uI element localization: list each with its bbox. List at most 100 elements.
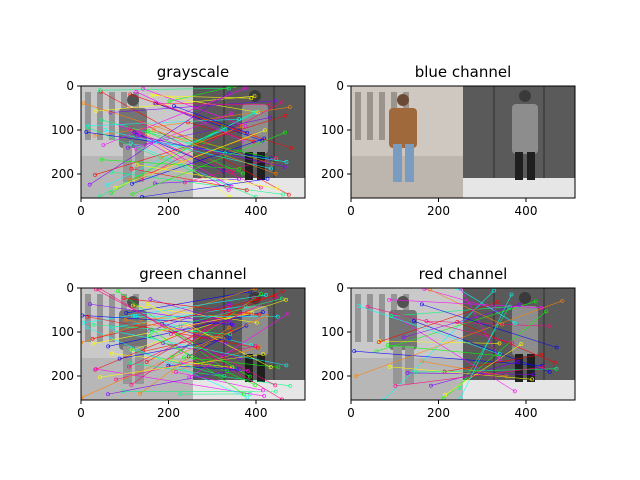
keypoint <box>263 128 267 133</box>
keypoint <box>497 357 502 362</box>
match-line <box>188 129 226 144</box>
keypoint <box>84 125 89 130</box>
keypoint <box>284 297 288 302</box>
keypoint <box>282 164 287 169</box>
keypoint <box>138 131 143 136</box>
match-line <box>355 300 563 377</box>
keypoint <box>94 288 98 292</box>
image-area <box>81 86 305 198</box>
match-line <box>151 329 245 395</box>
keypoint <box>152 127 156 132</box>
x-tick-label: 200 <box>157 204 180 218</box>
keypoint <box>112 329 117 334</box>
floor <box>463 178 575 198</box>
keypoint <box>376 340 381 344</box>
person-leg <box>123 346 132 384</box>
match-line <box>415 368 557 373</box>
match-line <box>142 178 268 198</box>
keypoint <box>244 188 249 193</box>
keypoint <box>273 383 278 388</box>
person-leg <box>405 346 414 384</box>
match-line <box>376 301 536 352</box>
match-line <box>168 365 238 370</box>
match-line <box>150 95 252 99</box>
keypoint <box>145 302 150 306</box>
match-line <box>101 159 240 170</box>
keypoint <box>492 306 497 311</box>
keypoint <box>114 377 118 382</box>
match-line <box>429 289 503 325</box>
x-axis: 0 200 400 <box>77 198 267 218</box>
match-line <box>460 288 500 360</box>
keypoint <box>81 101 86 106</box>
keypoint <box>255 345 260 350</box>
building-window <box>85 92 91 140</box>
keypoint <box>268 102 273 107</box>
keypoint <box>276 186 281 191</box>
person-head <box>397 296 409 308</box>
match-line <box>132 138 265 184</box>
keypoint <box>365 304 370 309</box>
keypoint <box>258 185 263 190</box>
keypoint <box>108 191 113 196</box>
keypoint <box>353 374 358 379</box>
keypoint <box>226 86 231 91</box>
keypoint <box>252 110 257 114</box>
person-coat <box>512 104 538 154</box>
match-line <box>126 291 251 314</box>
panel-title: green channel <box>139 265 246 283</box>
panel-grayscale: grayscale 0 200 400 0 100 200 <box>51 63 306 218</box>
keypoint <box>504 374 509 379</box>
keypoint <box>533 299 538 304</box>
floor <box>463 380 575 400</box>
keypoint <box>91 341 95 346</box>
keypoint <box>457 386 462 390</box>
match-line <box>173 105 248 133</box>
keypoint <box>245 395 250 400</box>
match-line <box>136 164 279 189</box>
keypoint <box>281 192 285 197</box>
building-window <box>109 294 115 342</box>
person-leg <box>245 354 253 382</box>
keypoint <box>227 301 231 306</box>
keypoint <box>286 192 291 197</box>
keypoint <box>90 336 95 341</box>
person-head <box>127 94 139 106</box>
match-line <box>175 371 263 391</box>
building-window <box>97 294 103 342</box>
match-line <box>426 320 549 327</box>
x-axis: 0 200 400 <box>347 400 537 420</box>
match-line <box>114 330 287 366</box>
keypoint <box>91 322 96 327</box>
keypoint <box>280 100 284 105</box>
match-line <box>354 350 543 366</box>
match-line <box>92 295 277 340</box>
keypoint <box>531 372 536 377</box>
keypoint <box>443 392 448 397</box>
keypoint <box>148 93 153 98</box>
match-line <box>394 315 515 392</box>
keypoint <box>106 344 111 349</box>
x-tick-label: 400 <box>515 204 538 218</box>
keypoint <box>552 360 557 365</box>
keypoint <box>128 140 133 145</box>
match-line <box>92 312 253 344</box>
building-window <box>379 294 385 342</box>
y-tick-label: 200 <box>321 369 344 383</box>
match-line <box>99 288 283 400</box>
match-line <box>128 297 277 367</box>
keypoint <box>519 342 524 347</box>
keypoint <box>492 288 496 293</box>
keypoint <box>428 383 433 388</box>
keypoint <box>554 366 559 371</box>
match-line <box>187 122 254 142</box>
wall-seam <box>543 86 545 178</box>
y-tick-label: 200 <box>51 369 74 383</box>
keypoint <box>174 370 178 375</box>
match-line <box>81 315 267 398</box>
keypoint <box>513 321 518 326</box>
match-line <box>83 103 273 165</box>
y-axis: 0 100 200 <box>51 79 81 181</box>
keypoint <box>352 349 357 354</box>
wall-seam <box>493 86 495 178</box>
